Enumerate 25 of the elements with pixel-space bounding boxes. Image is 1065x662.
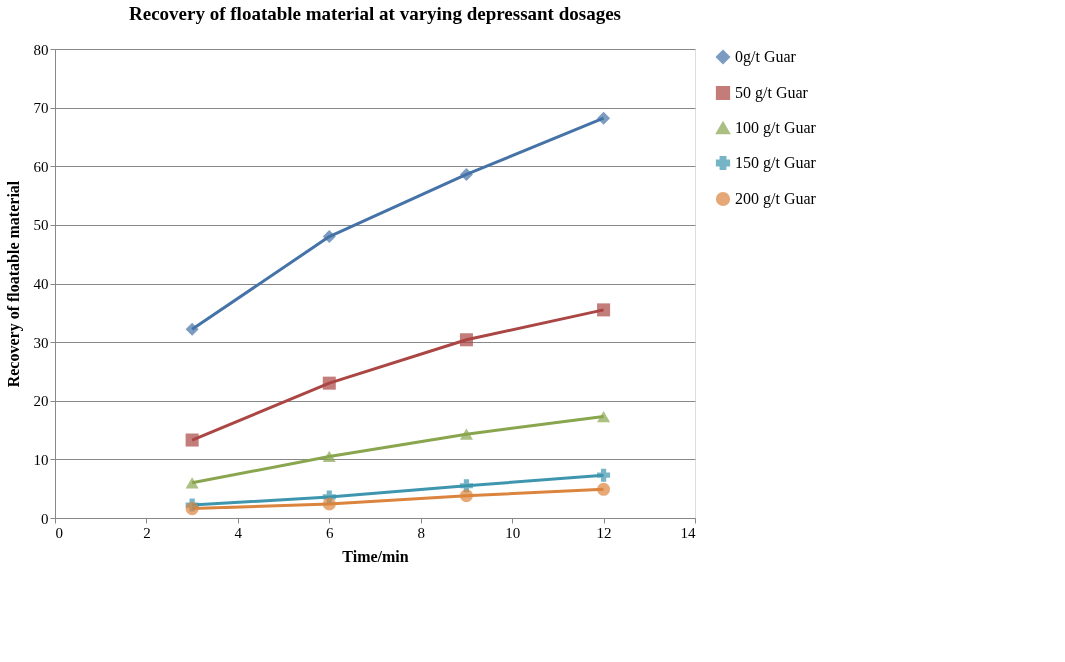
y-tick-label: 80	[33, 41, 49, 58]
legend-label: 200 g/t Guar	[735, 190, 817, 208]
x-tick-label: 12	[596, 524, 612, 541]
legend-label: 0g/t Guar	[735, 48, 797, 66]
y-tick-label: 0	[41, 510, 49, 527]
x-tick-label: 14	[680, 524, 696, 541]
x-tick-label: 8	[417, 524, 425, 541]
y-tick-label: 50	[33, 217, 49, 234]
y-tick-label: 70	[33, 100, 49, 117]
legend-label: 150 g/t Guar	[735, 154, 817, 172]
chart-title: Recovery of floatable material at varying depressant dosages	[129, 3, 621, 24]
y-tick-label: 60	[33, 158, 49, 175]
y-tick-label: 30	[33, 334, 49, 351]
legend-label: 100 g/t Guar	[735, 119, 817, 137]
y-tick-label: 10	[33, 451, 49, 468]
x-tick-label: 10	[505, 524, 521, 541]
x-tick-label: 6	[326, 524, 335, 541]
y-tick-label: 40	[33, 276, 49, 292]
x-axis-title: Time/min	[342, 547, 409, 565]
y-axis-title: Recovery of floatable material	[4, 180, 23, 388]
y-tick-label: 20	[33, 393, 49, 410]
x-tick-label: 2	[143, 524, 151, 541]
x-tick-label: 4	[234, 524, 243, 541]
legend-label: 50 g/t Guar	[735, 84, 809, 102]
x-tick-label: 0	[55, 524, 63, 541]
